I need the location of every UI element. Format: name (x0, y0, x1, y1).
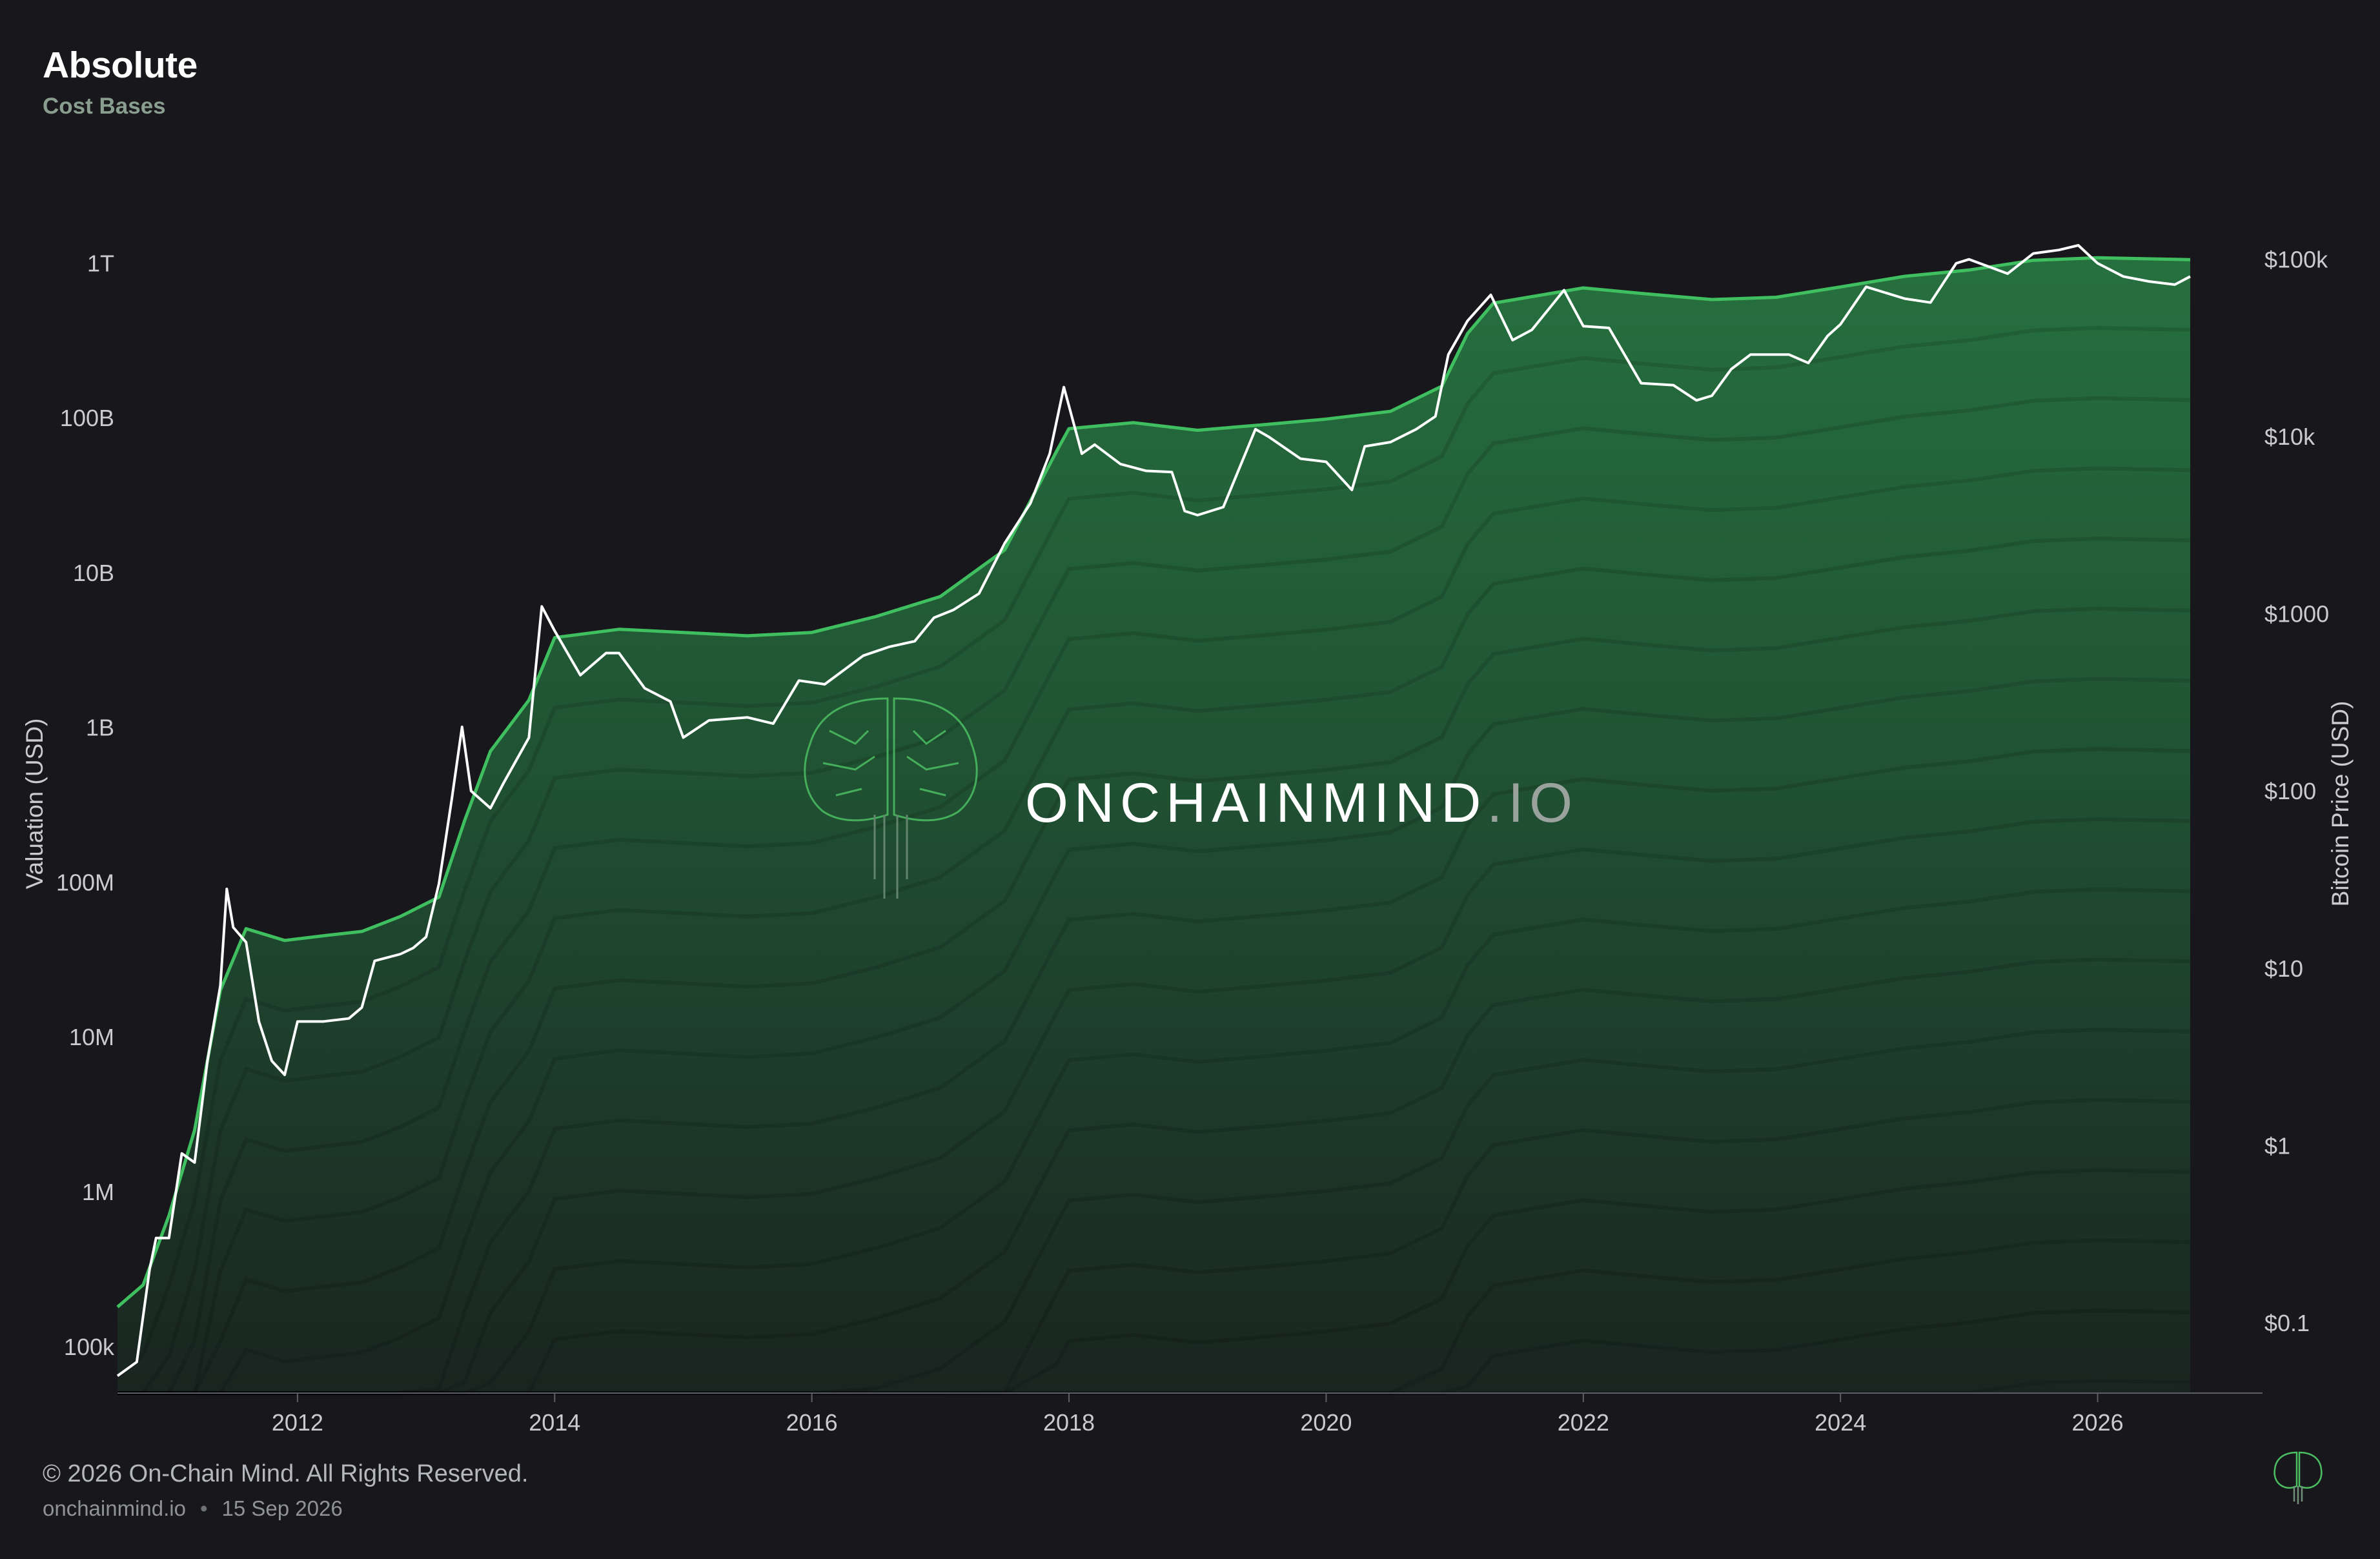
y-left-tick-label: 100k (64, 1334, 115, 1360)
y-left-axis-label: Valuation (USD) (21, 718, 48, 890)
y-left-tick-label: 100B (60, 405, 114, 431)
x-tick-label: 2020 (1300, 1409, 1352, 1436)
y-left-tick-label: 10B (73, 560, 114, 586)
bitcoin-price-line (116, 244, 2191, 1378)
x-tick-label: 2016 (786, 1409, 838, 1436)
chart-lines (116, 244, 2191, 1378)
brain-logo-icon (2273, 1451, 2323, 1504)
watermark-brand: ONCHAINMIND.IO (1025, 771, 1578, 835)
y-left-tick-label: 1T (87, 250, 114, 276)
cost-basis-band-4 (117, 536, 2191, 1395)
footer-copyright: © 2026 On-Chain Mind. All Rights Reserve… (43, 1460, 529, 1487)
y-right-tick-label: $10k (2264, 423, 2315, 450)
cost-basis-band-3 (117, 466, 2191, 1395)
x-tick-label: 2022 (1558, 1409, 1609, 1436)
y-left-tick-label: 10M (69, 1024, 114, 1050)
cost-basis-band-2 (117, 396, 2191, 1395)
chart-title: Absolute (43, 45, 198, 86)
footer-date: 15 Sep 2026 (221, 1496, 343, 1520)
y-left-tick-label: 1B (86, 715, 114, 741)
x-tick-label: 2012 (272, 1409, 323, 1436)
y-right-tick-label: $1 (2264, 1132, 2290, 1159)
watermark-brand-name: ONCHAINMIND (1025, 772, 1487, 834)
chart-subtitle: Cost Bases (43, 94, 166, 119)
cost-basis-band-5 (117, 606, 2191, 1395)
y-right-axis-label: Bitcoin Price (USD) (2327, 701, 2354, 907)
y-left-tick-label: 100M (56, 869, 114, 895)
y-right-tick-label: $100k (2264, 247, 2328, 273)
y-right-tick-label: $10 (2264, 955, 2303, 982)
watermark-brand-suffix: .IO (1487, 772, 1579, 834)
footer-meta: onchainmind.io • 15 Sep 2026 (43, 1496, 343, 1521)
x-tick-label: 2018 (1043, 1409, 1095, 1436)
x-tick-label: 2026 (2072, 1409, 2124, 1436)
y-right-tick-label: $0.1 (2264, 1310, 2310, 1336)
x-tick-label: 2014 (529, 1409, 580, 1436)
cost-basis-band-6 (117, 677, 2191, 1395)
cost-basis-band-1 (116, 325, 2191, 1379)
top-band-line (116, 256, 2191, 1309)
chart-axes: 2012 2014 2016 2018 2020 2022 2024 2026 100k 1M 10… (21, 247, 2354, 1436)
footer-separator: • (199, 1496, 208, 1520)
cost-basis-area (117, 258, 2190, 1393)
y-right-tick-label: $100 (2264, 778, 2316, 804)
x-tick-label: 2024 (1815, 1409, 1866, 1436)
y-right-tick-label: $1000 (2264, 601, 2329, 627)
y-left-tick-label: 1M (82, 1179, 114, 1205)
brain-circuit-icon (804, 697, 978, 899)
footer-site-link[interactable]: onchainmind.io (43, 1496, 186, 1520)
